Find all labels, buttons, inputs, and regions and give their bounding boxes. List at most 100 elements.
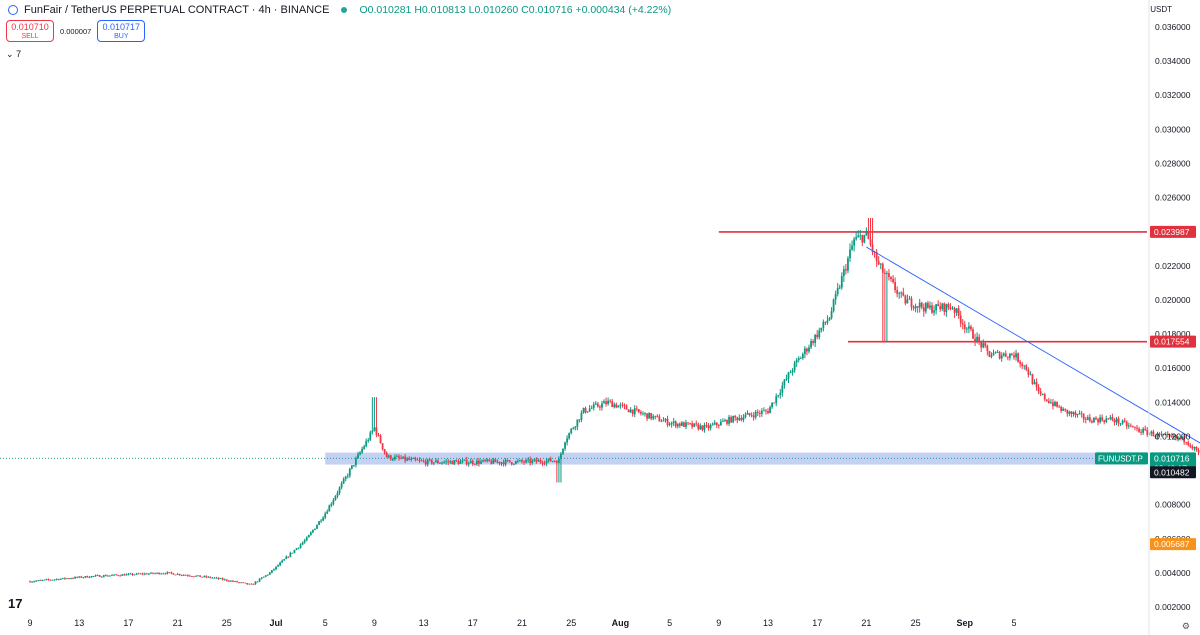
candle-body bbox=[1062, 408, 1065, 411]
candle-body bbox=[517, 460, 519, 462]
candle-body bbox=[86, 576, 89, 578]
candle-body bbox=[514, 461, 517, 464]
candle-body bbox=[1129, 425, 1132, 427]
candle-body bbox=[572, 428, 575, 429]
candle-body bbox=[1031, 374, 1034, 384]
candle-body bbox=[1166, 434, 1169, 435]
candle-body bbox=[291, 552, 294, 554]
candle-body bbox=[519, 460, 521, 461]
candle-body bbox=[330, 503, 333, 506]
candle-body bbox=[391, 459, 394, 461]
candle-body bbox=[68, 578, 70, 580]
candle-body bbox=[394, 456, 396, 460]
candle-body bbox=[389, 455, 392, 460]
stop-label-bg bbox=[1150, 538, 1196, 551]
candle-body bbox=[266, 574, 269, 576]
candle-body bbox=[521, 460, 523, 462]
candle-body bbox=[670, 422, 673, 425]
candle-body bbox=[984, 343, 987, 346]
candle-body bbox=[51, 579, 54, 581]
candle-body bbox=[1000, 355, 1003, 359]
candle-body bbox=[722, 421, 724, 422]
candle-body bbox=[84, 576, 87, 578]
candle-body bbox=[732, 415, 735, 423]
candle-body bbox=[336, 492, 339, 497]
candle-body bbox=[96, 575, 99, 577]
candle-body bbox=[318, 521, 320, 526]
candle-body bbox=[205, 576, 208, 578]
candle-body bbox=[406, 458, 409, 461]
buy-button[interactable]: 0.010717 BUY bbox=[97, 20, 146, 42]
candle-body bbox=[322, 517, 325, 521]
candle-body bbox=[342, 479, 345, 484]
candle-body bbox=[129, 573, 132, 575]
candle-body bbox=[685, 422, 687, 427]
candle-body bbox=[182, 574, 185, 576]
candle-body bbox=[367, 439, 370, 441]
candle-body bbox=[1052, 402, 1054, 406]
candle-body bbox=[1119, 423, 1122, 425]
candle-body bbox=[1195, 446, 1198, 451]
candle-body bbox=[143, 573, 146, 575]
candle-body bbox=[996, 351, 999, 353]
candle-body bbox=[590, 407, 593, 409]
candle-body bbox=[558, 458, 560, 463]
candle-body bbox=[1162, 434, 1165, 436]
candle-body bbox=[990, 355, 993, 357]
candle-body bbox=[666, 418, 669, 426]
candle-body bbox=[525, 459, 527, 463]
candle-body bbox=[689, 423, 691, 425]
x-axis-tick: Aug bbox=[612, 618, 630, 628]
candle-body bbox=[363, 446, 366, 449]
candle-body bbox=[271, 570, 273, 573]
candle-body bbox=[236, 581, 238, 583]
indicators-toggle[interactable]: ⌄ 7 bbox=[6, 49, 21, 60]
candle-body bbox=[111, 575, 113, 576]
candle-body bbox=[135, 573, 138, 575]
symbol-title[interactable]: FunFair / TetherUS PERPETUAL CONTRACT · … bbox=[24, 4, 330, 16]
candle-body bbox=[970, 326, 972, 330]
x-axis-tick: 9 bbox=[27, 618, 32, 628]
candle-body bbox=[295, 548, 298, 550]
candle-body bbox=[541, 462, 544, 464]
candle-body bbox=[197, 575, 199, 577]
candle-body bbox=[160, 573, 163, 575]
candle-body bbox=[1111, 417, 1114, 421]
sell-label: SELL bbox=[21, 33, 39, 40]
candle-body bbox=[316, 525, 318, 529]
candle-body bbox=[1144, 428, 1147, 430]
candle-body bbox=[1076, 413, 1079, 416]
candle-body bbox=[469, 460, 472, 464]
candle-body bbox=[633, 408, 636, 415]
candle-body bbox=[264, 575, 267, 577]
candle-body bbox=[1091, 421, 1093, 423]
gear-icon[interactable]: ⚙ bbox=[1181, 621, 1190, 631]
candle-body bbox=[221, 578, 224, 580]
candle-body bbox=[660, 421, 663, 423]
candle-body bbox=[297, 547, 300, 549]
symbol-logo-icon bbox=[8, 5, 18, 15]
y-axis-tick: 0.016000 bbox=[1155, 363, 1191, 373]
candle-body bbox=[988, 350, 991, 357]
candle-body bbox=[537, 460, 540, 462]
candle-body bbox=[574, 426, 577, 429]
candle-body bbox=[933, 310, 935, 313]
candle-body bbox=[1185, 442, 1188, 443]
candle-body bbox=[223, 579, 226, 581]
x-axis-tick: 21 bbox=[173, 618, 183, 628]
candle-body bbox=[1093, 417, 1095, 423]
candle-body bbox=[123, 574, 126, 576]
candle-body bbox=[1193, 446, 1196, 449]
currency-label[interactable]: USDT bbox=[1150, 5, 1172, 14]
candle-body bbox=[277, 565, 279, 567]
x-axis-tick: 21 bbox=[517, 618, 527, 628]
candle-body bbox=[168, 572, 171, 574]
candle-body bbox=[340, 483, 343, 488]
candle-body bbox=[902, 292, 905, 296]
candle-body bbox=[650, 413, 653, 419]
candle-body bbox=[713, 422, 716, 425]
sell-button[interactable]: 0.010710 SELL bbox=[6, 20, 54, 42]
candle-body bbox=[922, 307, 925, 312]
candle-body bbox=[193, 576, 195, 578]
